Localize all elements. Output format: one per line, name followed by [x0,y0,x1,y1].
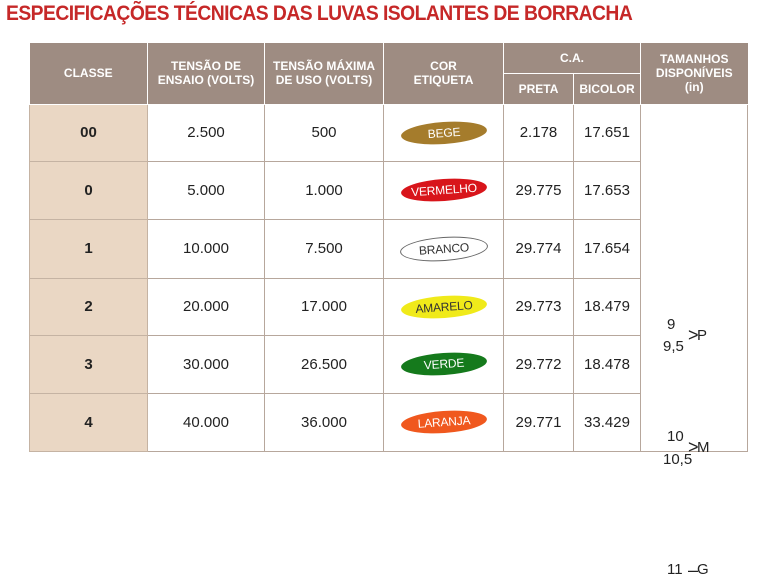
cell-tensao-ensaio: 10.000 [147,218,265,279]
cell-bicolor: 18.479 [573,277,641,336]
header-line: TAMANHOS [660,52,729,67]
size-value: 9,5 [663,337,684,355]
size-value: 9 [667,315,676,333]
header-line: DISPONÍVEIS [655,66,733,81]
cell-cor-etiqueta: AMARELO [383,277,504,336]
cell-tensao-maxima: 500 [264,103,384,162]
cell-tensao-ensaio: 30.000 [147,334,265,394]
specs-table: CLASSE TENSÃO DE ENSAIO (VOLTS) TENSÃO M… [29,43,748,580]
size-value: 10 [667,427,684,445]
size-letter: M [697,439,710,456]
cell-preta: 29.774 [503,218,574,279]
table-row: 1 10.000 7.500 BRANCO 29.774 17.654 [29,218,748,279]
header-line: TENSÃO DE [170,59,241,74]
header-preta: PRETA [503,73,574,105]
cell-cor-etiqueta: VERMELHO [383,160,504,220]
cell-tensao-ensaio: 2.500 [147,103,265,162]
cell-bicolor: 17.653 [573,160,641,220]
cell-tensao-maxima: 17.000 [264,277,384,336]
cell-bicolor: 17.651 [573,103,641,162]
cell-cor-etiqueta: LARANJA [383,392,504,452]
color-label-pill: BEGE [399,118,488,147]
cell-classe: 3 [29,334,148,394]
cell-tensao-maxima: 7.500 [264,218,384,279]
color-label-pill: LARANJA [399,408,488,436]
table-row: 2 20.000 17.000 AMARELO 29.773 18.479 [29,277,748,336]
header-cor-etiqueta: COR ETIQUETA [383,43,504,105]
color-label-pill: VERMELHO [399,176,488,204]
header-ca: C.A. [503,43,641,74]
size-value: 11 [667,560,683,578]
cell-bicolor: 17.654 [573,218,641,279]
header-line: (in) [684,80,704,95]
cell-classe: 2 [29,277,148,336]
cell-tensao-ensaio: 40.000 [147,392,265,452]
cell-preta: 29.773 [503,277,574,336]
cell-classe: 0 [29,160,148,220]
cell-bicolor: 33.429 [573,392,641,452]
header-line: DE USO (VOLTS) [275,73,373,88]
bracket-symbol: > [688,324,699,345]
header-tamanhos: TAMANHOS DISPONÍVEIS (in) [640,43,748,105]
header-line: ETIQUETA [413,73,474,88]
cell-cor-etiqueta: BRANCO [383,218,504,279]
cell-classe: 1 [29,218,148,279]
header-line: COR [430,59,457,74]
cell-tensao-maxima: 1.000 [264,160,384,220]
cell-tensao-maxima: 26.500 [264,334,384,394]
table-row: 4 40.000 36.000 LARANJA 29.771 33.429 [29,392,748,452]
color-label-pill: VERDE [399,350,488,378]
table-row: 0 5.000 1.000 VERMELHO 29.775 17.653 [29,160,748,220]
cell-cor-etiqueta: VERDE [383,334,504,394]
cell-tensao-maxima: 36.000 [264,392,384,452]
header-tensao-ensaio: TENSÃO DE ENSAIO (VOLTS) [147,43,265,105]
size-letter: G [697,560,709,578]
header-line: TENSÃO MÁXIMA [273,59,375,74]
size-letter: P [697,326,708,344]
color-label-pill: AMARELO [399,292,488,321]
header-classe: CLASSE [29,43,148,105]
page-title: ESPECIFICAÇÕES TÉCNICAS DAS LUVAS ISOLAN… [6,2,633,25]
cell-preta: 29.772 [503,334,574,394]
table-row: 00 2.500 500 BEGE 2.178 17.651 9 9,5 > P 10 10,5 > M 1… [29,103,748,580]
table-row: 3 30.000 26.500 VERDE 29.772 18.478 [29,334,748,394]
cell-classe: 4 [29,392,148,452]
color-label-pill: BRANCO [398,233,489,264]
cell-preta: 29.775 [503,160,574,220]
cell-preta: 29.771 [503,392,574,452]
cell-cor-etiqueta: BEGE [383,103,504,162]
cell-tamanhos: 9 9,5 > P 10 10,5 > M 11– G [640,103,748,580]
header-tensao-maxima: TENSÃO MÁXIMA DE USO (VOLTS) [264,43,384,105]
cell-tensao-ensaio: 20.000 [147,277,265,336]
cell-tensao-ensaio: 5.000 [147,160,265,220]
header-bicolor: BICOLOR [573,73,641,105]
cell-classe: 00 [29,103,148,162]
bracket-symbol: > [688,437,699,457]
header-line: ENSAIO (VOLTS) [157,73,255,88]
cell-preta: 2.178 [503,103,574,162]
cell-bicolor: 18.478 [573,334,641,394]
